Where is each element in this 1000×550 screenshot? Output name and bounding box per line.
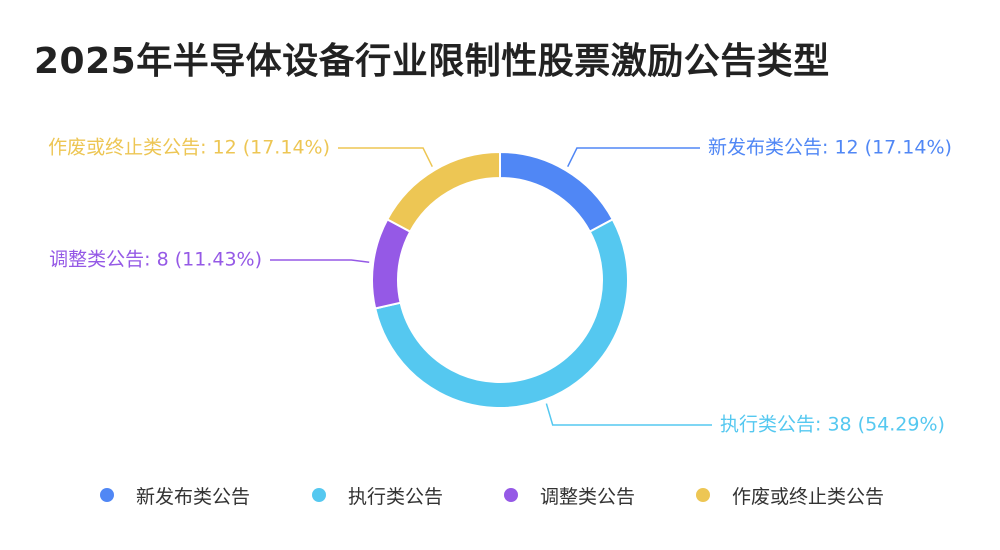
legend-item-new[interactable]: 新发布类公告 bbox=[100, 478, 250, 512]
legend-label-adjust: 调整类公告 bbox=[540, 485, 636, 508]
slice-new[interactable] bbox=[499, 150, 615, 234]
legend-label-execute: 执行类公告 bbox=[348, 485, 444, 508]
chart-legend: 新发布类公告 执行类公告 调整类公告 作废或终止类公告 bbox=[0, 478, 1000, 512]
legend-dot-execute bbox=[312, 488, 326, 502]
legend-item-void[interactable]: 作废或终止类公告 bbox=[696, 478, 884, 512]
leader-line-void bbox=[338, 147, 433, 168]
legend-dot-adjust bbox=[504, 488, 518, 502]
data-label-execute: 执行类公告: 38 (54.29%) bbox=[720, 414, 945, 436]
slice-execute[interactable] bbox=[374, 217, 629, 409]
slice-void[interactable] bbox=[385, 150, 501, 234]
slice-adjust[interactable] bbox=[371, 217, 412, 310]
leader-line-new bbox=[567, 147, 700, 168]
data-label-void: 作废或终止类公告: 12 (17.14%) bbox=[48, 137, 330, 159]
legend-dot-new bbox=[100, 488, 114, 502]
legend-item-adjust[interactable]: 调整类公告 bbox=[504, 478, 635, 512]
legend-label-new: 新发布类公告 bbox=[136, 485, 251, 508]
leader-line-execute bbox=[545, 403, 712, 426]
data-label-adjust: 调整类公告: 8 (11.43%) bbox=[49, 249, 262, 271]
chart-title: 2025年半导体设备行业限制性股票激励公告类型 bbox=[34, 41, 830, 82]
data-label-new: 新发布类公告: 12 (17.14%) bbox=[708, 137, 952, 159]
legend-item-execute[interactable]: 执行类公告 bbox=[312, 478, 443, 512]
legend-label-void: 作废或终止类公告 bbox=[732, 485, 885, 508]
legend-dot-void bbox=[696, 488, 710, 502]
leader-line-adjust bbox=[270, 259, 370, 264]
